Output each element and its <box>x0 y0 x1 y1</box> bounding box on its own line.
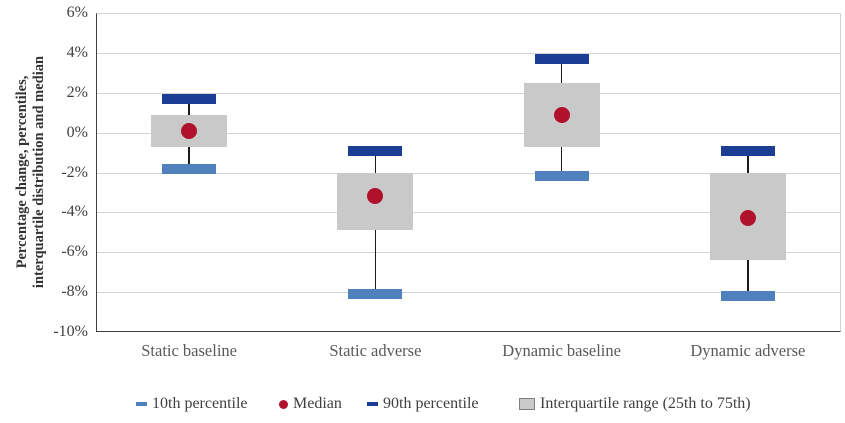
x-axis-category-label: Dynamic baseline <box>502 341 621 360</box>
percentile-90-bar <box>534 53 589 64</box>
legend-label: 90th percentile <box>383 395 479 412</box>
legend-item: 90th percentile <box>367 394 479 414</box>
y-axis-tick-label: 2% <box>66 84 88 101</box>
y-axis-tick-label: -2% <box>61 164 88 181</box>
legend-square-icon <box>519 398 535 410</box>
legend-item: Median <box>279 394 342 414</box>
y-axis-tick-label: -4% <box>61 203 88 220</box>
y-axis-tick-label: 6% <box>66 4 88 21</box>
legend-label: Interquartile range (25th to 75th) <box>540 395 751 412</box>
gridline <box>96 93 841 94</box>
x-axis-category-label: Static adverse <box>329 341 422 360</box>
percentile-10-bar <box>348 289 403 300</box>
percentile-90-bar <box>348 145 403 156</box>
legend-dash-icon <box>367 402 378 406</box>
median-dot <box>181 122 198 139</box>
median-dot <box>553 106 570 123</box>
plot-area <box>96 13 841 332</box>
y-axis-title-line1: Percentage change, percentiles, <box>14 75 30 269</box>
legend-dash-icon <box>136 402 147 406</box>
gridline <box>96 173 841 174</box>
y-axis-tick-label: -8% <box>61 283 88 300</box>
gridline <box>96 292 841 293</box>
gridline <box>96 212 841 213</box>
gridline <box>96 252 841 253</box>
percentile-10-bar <box>162 163 217 174</box>
median-dot <box>739 210 756 227</box>
x-axis-category-label: Dynamic adverse <box>690 341 806 360</box>
y-axis-tick-label: -6% <box>61 243 88 260</box>
x-axis-category-label: Static baseline <box>141 341 237 360</box>
legend-label: 10th percentile <box>152 395 248 412</box>
legend-item: 10th percentile <box>136 394 248 414</box>
gridline <box>96 53 841 54</box>
legend-item: Interquartile range (25th to 75th) <box>519 394 751 414</box>
median-dot <box>367 188 384 205</box>
gridline <box>96 133 841 134</box>
percentile-90-bar <box>720 145 775 156</box>
percentile-10-bar <box>720 291 775 302</box>
legend-label: Median <box>293 395 342 412</box>
legend-dot-icon <box>279 399 288 409</box>
percentile-10-bar <box>534 171 589 182</box>
percentile-90-bar <box>162 93 217 104</box>
y-axis-tick-label: 0% <box>66 124 88 141</box>
y-axis-tick-label: -10% <box>53 323 88 340</box>
y-axis-tick-label: 4% <box>66 44 88 61</box>
